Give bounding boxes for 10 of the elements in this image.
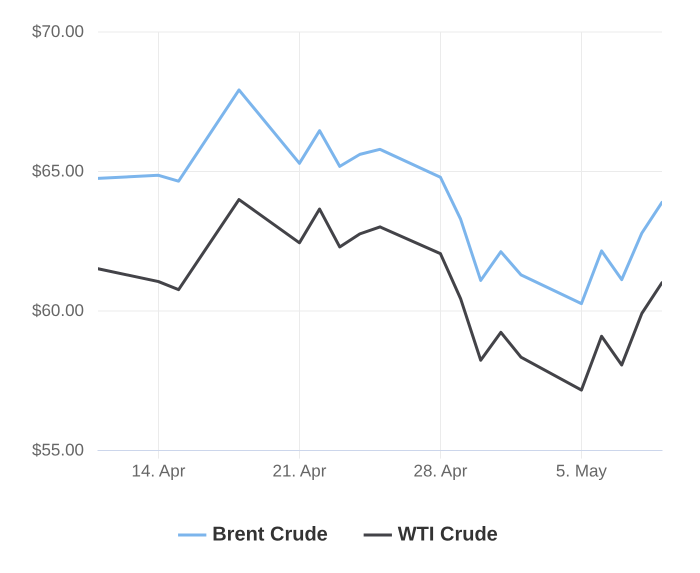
legend-label: Brent Crude bbox=[212, 524, 328, 546]
x-tick-label: 5. May bbox=[556, 461, 608, 480]
y-tick-label: $60.00 bbox=[32, 300, 84, 320]
y-tick-label: $65.00 bbox=[32, 161, 84, 180]
x-tick-label: 14. Apr bbox=[131, 461, 186, 480]
y-tick-label: $55.00 bbox=[32, 440, 84, 460]
x-tick-label: 21. Apr bbox=[272, 461, 327, 480]
x-tick-label: 28. Apr bbox=[413, 461, 468, 480]
y-tick-label: $70.00 bbox=[32, 22, 84, 41]
legend-label: WTI Crude bbox=[398, 524, 498, 546]
